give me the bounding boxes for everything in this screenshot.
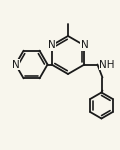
Text: N: N — [12, 60, 19, 69]
Text: NH: NH — [99, 60, 115, 69]
Text: N: N — [48, 40, 55, 51]
Text: N: N — [81, 40, 88, 51]
